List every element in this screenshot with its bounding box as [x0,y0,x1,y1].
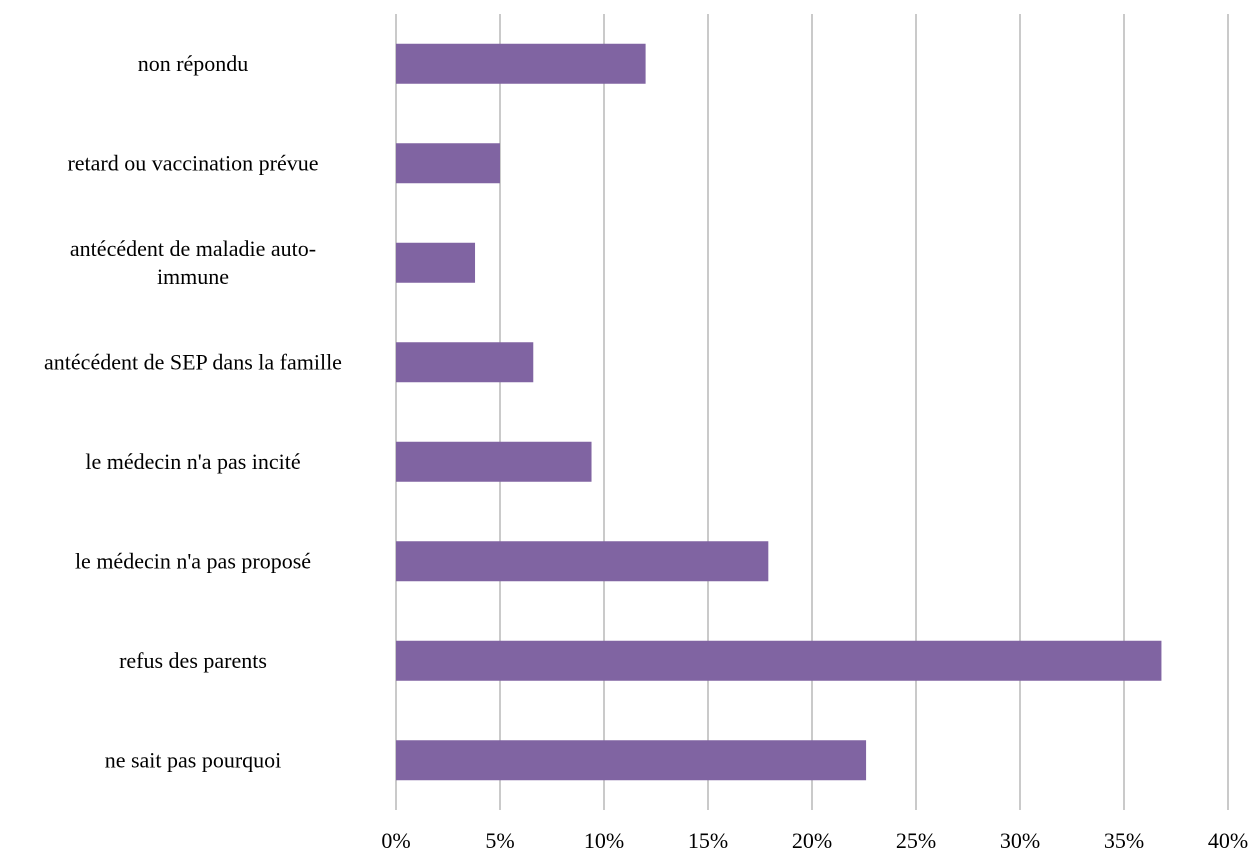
bar [396,43,646,84]
x-tick-label: 15% [688,828,728,853]
x-tick-label: 25% [896,828,936,853]
category-label: antécédent de SEP dans la famille [44,349,342,374]
gridlines [395,14,1229,810]
bar [396,541,769,582]
bar [396,242,476,283]
category-label: non répondu [138,51,249,76]
x-tick-label: 35% [1104,828,1144,853]
bar [396,441,592,482]
bar [396,143,500,184]
category-labels: non répondu retard ou vaccination prévue a… [44,51,342,773]
category-label: ne sait pas pourquoi [105,747,282,772]
x-axis-tick-labels: 0% 5% 10% 15% 20% 25% 30% 35% 40% [381,828,1248,853]
x-tick-label: 5% [485,828,514,853]
x-tick-label: 30% [1000,828,1040,853]
bars [396,43,1162,781]
category-label: antécédent de maladie auto-immune [70,236,316,289]
x-tick-label: 0% [381,828,410,853]
bar [396,640,1162,681]
category-label: retard ou vaccination prévue [67,150,318,175]
x-tick-label: 10% [584,828,624,853]
x-tick-label: 40% [1208,828,1248,853]
category-label: le médecin n'a pas incité [85,449,300,474]
category-label: le médecin n'a pas proposé [75,548,311,573]
x-tick-label: 20% [792,828,832,853]
category-label: refus des parents [119,648,267,673]
bar [396,342,534,383]
bar [396,740,867,781]
